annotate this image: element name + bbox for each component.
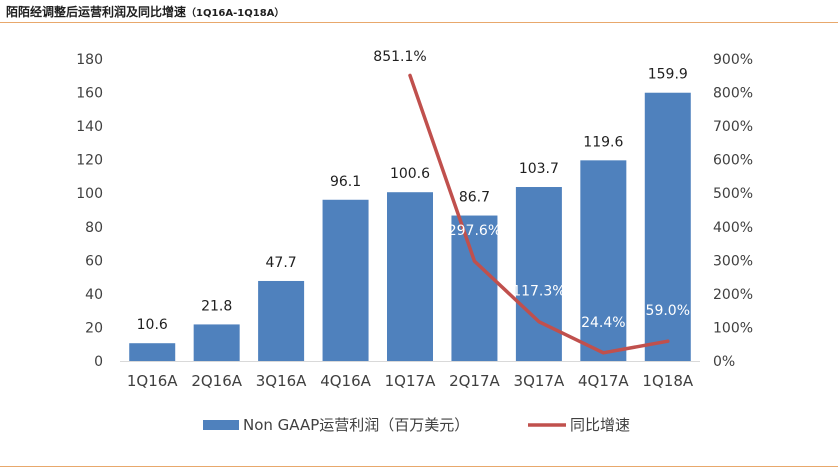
bar-value-label: 159.9 <box>648 67 688 83</box>
growth-value-label: 297.6% <box>448 223 501 239</box>
y-left-tick-label: 60 <box>85 253 103 269</box>
x-tick-label: 2Q16A <box>191 372 242 390</box>
legend-line-label: 同比增速 <box>570 416 630 434</box>
x-tick-label: 3Q16A <box>256 372 307 390</box>
growth-value-label: 851.1% <box>373 49 426 65</box>
x-tick-label: 1Q18A <box>642 372 693 390</box>
chart-title-main: 陌陌经调整后运营利润及同比增速 <box>6 5 187 19</box>
y-left-tick-label: 20 <box>85 320 103 336</box>
y-left-tick-label: 80 <box>85 220 103 236</box>
bar-1Q17A <box>387 192 433 361</box>
bar-value-label: 100.6 <box>390 166 430 182</box>
y-left-tick-label: 100 <box>76 186 103 202</box>
y-left-tick-label: 140 <box>76 119 103 135</box>
growth-value-label: 59.0% <box>646 303 690 319</box>
bar-value-label: 10.6 <box>137 317 168 333</box>
y-right-tick-label: 0% <box>713 354 735 370</box>
y-right-tick-label: 900% <box>713 52 753 68</box>
x-tick-label: 2Q17A <box>449 372 500 390</box>
y-left-tick-label: 40 <box>85 287 103 303</box>
bar-value-label: 86.7 <box>459 190 490 206</box>
growth-value-label: 24.4% <box>581 315 625 331</box>
footer-divider <box>0 466 838 467</box>
chart-title-range: （1Q16A-1Q18A） <box>186 8 285 19</box>
y-left-tick-label: 0 <box>94 354 103 370</box>
growth-rate-line <box>408 73 670 355</box>
y-right-tick-label: 300% <box>713 253 753 269</box>
bar-1Q16A <box>129 343 176 361</box>
x-tick-label: 4Q17A <box>578 372 629 390</box>
x-tick-label: 3Q17A <box>514 372 565 390</box>
bar-value-label: 103.7 <box>519 161 559 177</box>
bar-value-label: 96.1 <box>330 174 361 190</box>
y-right-tick-label: 700% <box>713 119 753 135</box>
y-left-tick-label: 180 <box>76 52 103 68</box>
legend-bar-swatch <box>203 420 239 430</box>
title-divider <box>0 22 838 23</box>
y-right-tick-label: 500% <box>713 186 753 202</box>
y-right-tick-label: 800% <box>713 86 753 102</box>
chart-title: 陌陌经调整后运营利润及同比增速（1Q16A-1Q18A） <box>6 3 284 20</box>
y-right-tick-label: 200% <box>713 287 753 303</box>
bar-2Q17A <box>451 215 498 361</box>
y-left-tick-label: 160 <box>76 86 103 102</box>
bar-4Q16A <box>322 199 369 361</box>
growth-value-label: 117.3% <box>512 284 565 300</box>
x-tick-label: 4Q16A <box>320 372 371 390</box>
legend-bar-label: Non GAAP运营利润（百万美元） <box>243 416 469 434</box>
bar-3Q17A <box>515 187 562 361</box>
bar-value-label: 47.7 <box>266 255 297 271</box>
bar-value-label: 119.6 <box>583 134 623 150</box>
x-tick-label: 1Q17A <box>385 372 436 390</box>
y-right-tick-label: 600% <box>713 153 753 169</box>
y-left-tick-label: 120 <box>76 153 103 169</box>
bar-4Q17A <box>580 160 627 361</box>
bar-2Q16A <box>193 324 240 361</box>
bar-1Q18A <box>644 92 691 362</box>
x-tick-label: 1Q16A <box>127 372 178 390</box>
bar-value-label: 21.8 <box>201 298 232 314</box>
y-right-tick-label: 100% <box>713 320 753 336</box>
y-right-tick-label: 400% <box>713 220 753 236</box>
bar-3Q16A <box>258 280 305 361</box>
